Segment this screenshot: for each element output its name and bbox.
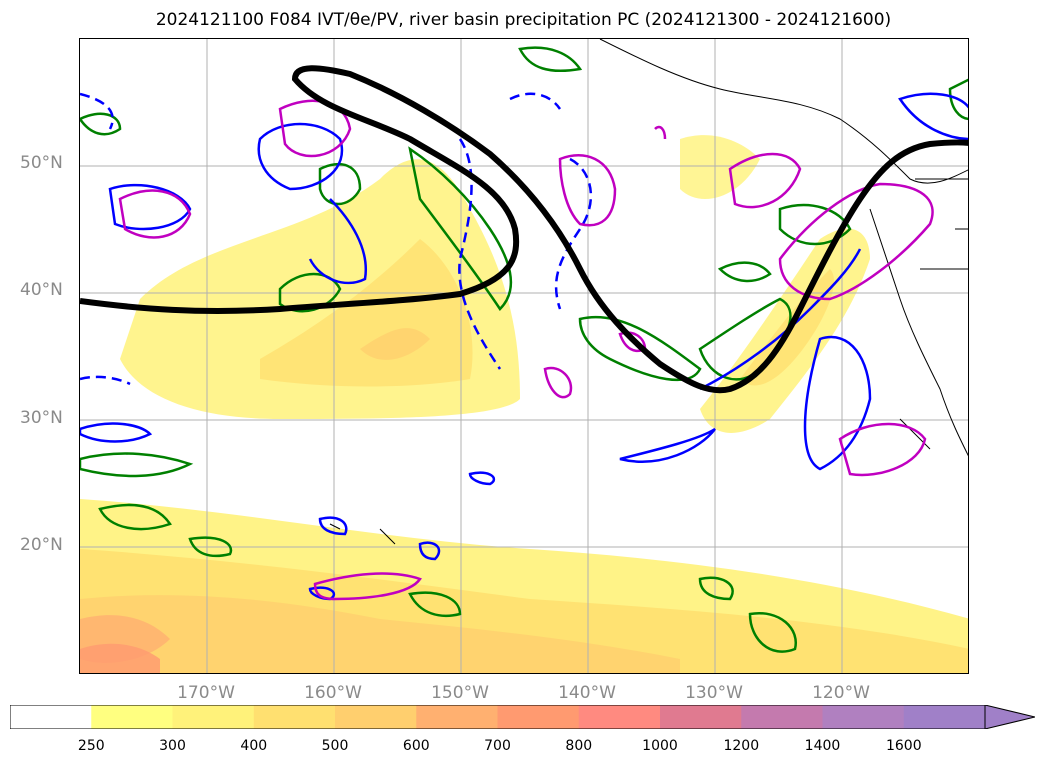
colorbar-tick-label: 800 (565, 738, 593, 754)
colorbar (10, 705, 1035, 729)
colorbar-swatches (10, 705, 986, 729)
colorbar-tick-label: 600 (402, 738, 430, 754)
colorbar-tick-label: 300 (159, 738, 186, 754)
colorbar-tick-label: 1000 (642, 738, 678, 754)
colorbar-extend-arrow (985, 705, 1035, 729)
colorbar-tick-label: 400 (240, 738, 268, 754)
colorbar-swatch (903, 705, 986, 729)
lon-label-170w: 170°W (177, 683, 235, 703)
coastlines (329, 39, 968, 545)
colorbar-tick-label: 500 (321, 738, 349, 754)
colorbar-swatch (172, 705, 255, 729)
colorbar-swatch (822, 705, 905, 729)
ivt-shading (80, 135, 968, 673)
colorbar-swatch (578, 705, 661, 729)
lon-label-130w: 130°W (685, 683, 743, 703)
map-panel[interactable] (79, 38, 969, 674)
map-canvas (80, 39, 968, 673)
colorbar-swatch (335, 705, 417, 729)
lon-label-160w: 160°W (304, 683, 362, 703)
lat-label-50n: 50°N (20, 153, 63, 173)
lat-label-30n: 30°N (20, 408, 63, 428)
lon-label-140w: 140°W (558, 683, 616, 703)
lon-label-120w: 120°W (812, 683, 870, 703)
colorbar-swatch (416, 705, 498, 729)
colorbar-tick-label: 700 (484, 738, 511, 754)
colorbar-tick-label: 1400 (804, 738, 841, 754)
colorbar-swatch (741, 705, 823, 729)
lat-label-20n: 20°N (20, 535, 63, 555)
colorbar-swatch (253, 705, 336, 729)
precip-high-contours (118, 99, 934, 601)
colorbar-swatch (497, 705, 580, 729)
map-gridlines (80, 39, 968, 673)
colorbar-tick-label: 250 (77, 738, 105, 754)
pv-line (80, 65, 968, 394)
colorbar-tick-label: 1200 (723, 738, 760, 754)
map-title: 2024121100 F084 IVT/θe/PV, river basin p… (155, 10, 892, 30)
colorbar-swatch (10, 705, 92, 729)
colorbar-swatch (660, 705, 742, 729)
colorbar-tick-label: 1600 (885, 738, 922, 754)
lat-label-40n: 40°N (20, 280, 63, 300)
colorbar-swatch (91, 705, 173, 729)
lon-label-150w: 150°W (431, 683, 489, 703)
